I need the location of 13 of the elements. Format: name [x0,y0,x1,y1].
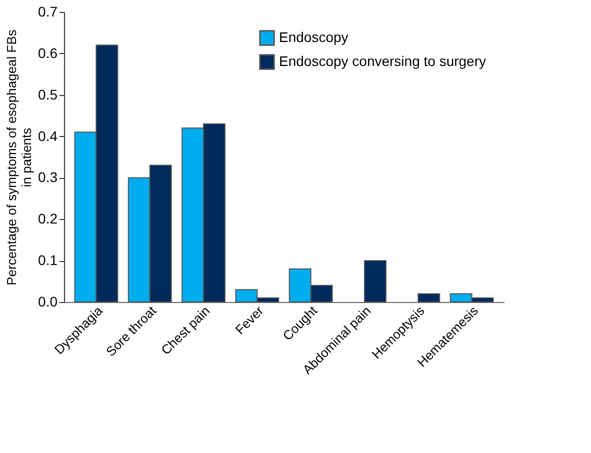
y-tick-label: 0.2 [38,210,58,227]
y-axis-title: Percentage of symptoms of esophageal FBs in patients [4,29,34,286]
y-tick-label: 0.5 [38,86,58,102]
legend-label: Endoscopy [279,29,348,45]
bar [418,293,440,302]
bar [364,260,386,302]
y-tick-label: 0.3 [38,169,58,186]
legend-label: Endoscopy conversing to surgery [279,53,486,69]
y-tick-label: 0.1 [38,252,58,268]
y-tick-label: 0.7 [38,4,58,20]
y-tick-label: 0.6 [38,44,58,61]
y-tick-label: 0.4 [38,128,58,144]
y-tick-label: 0.0 [38,294,58,310]
